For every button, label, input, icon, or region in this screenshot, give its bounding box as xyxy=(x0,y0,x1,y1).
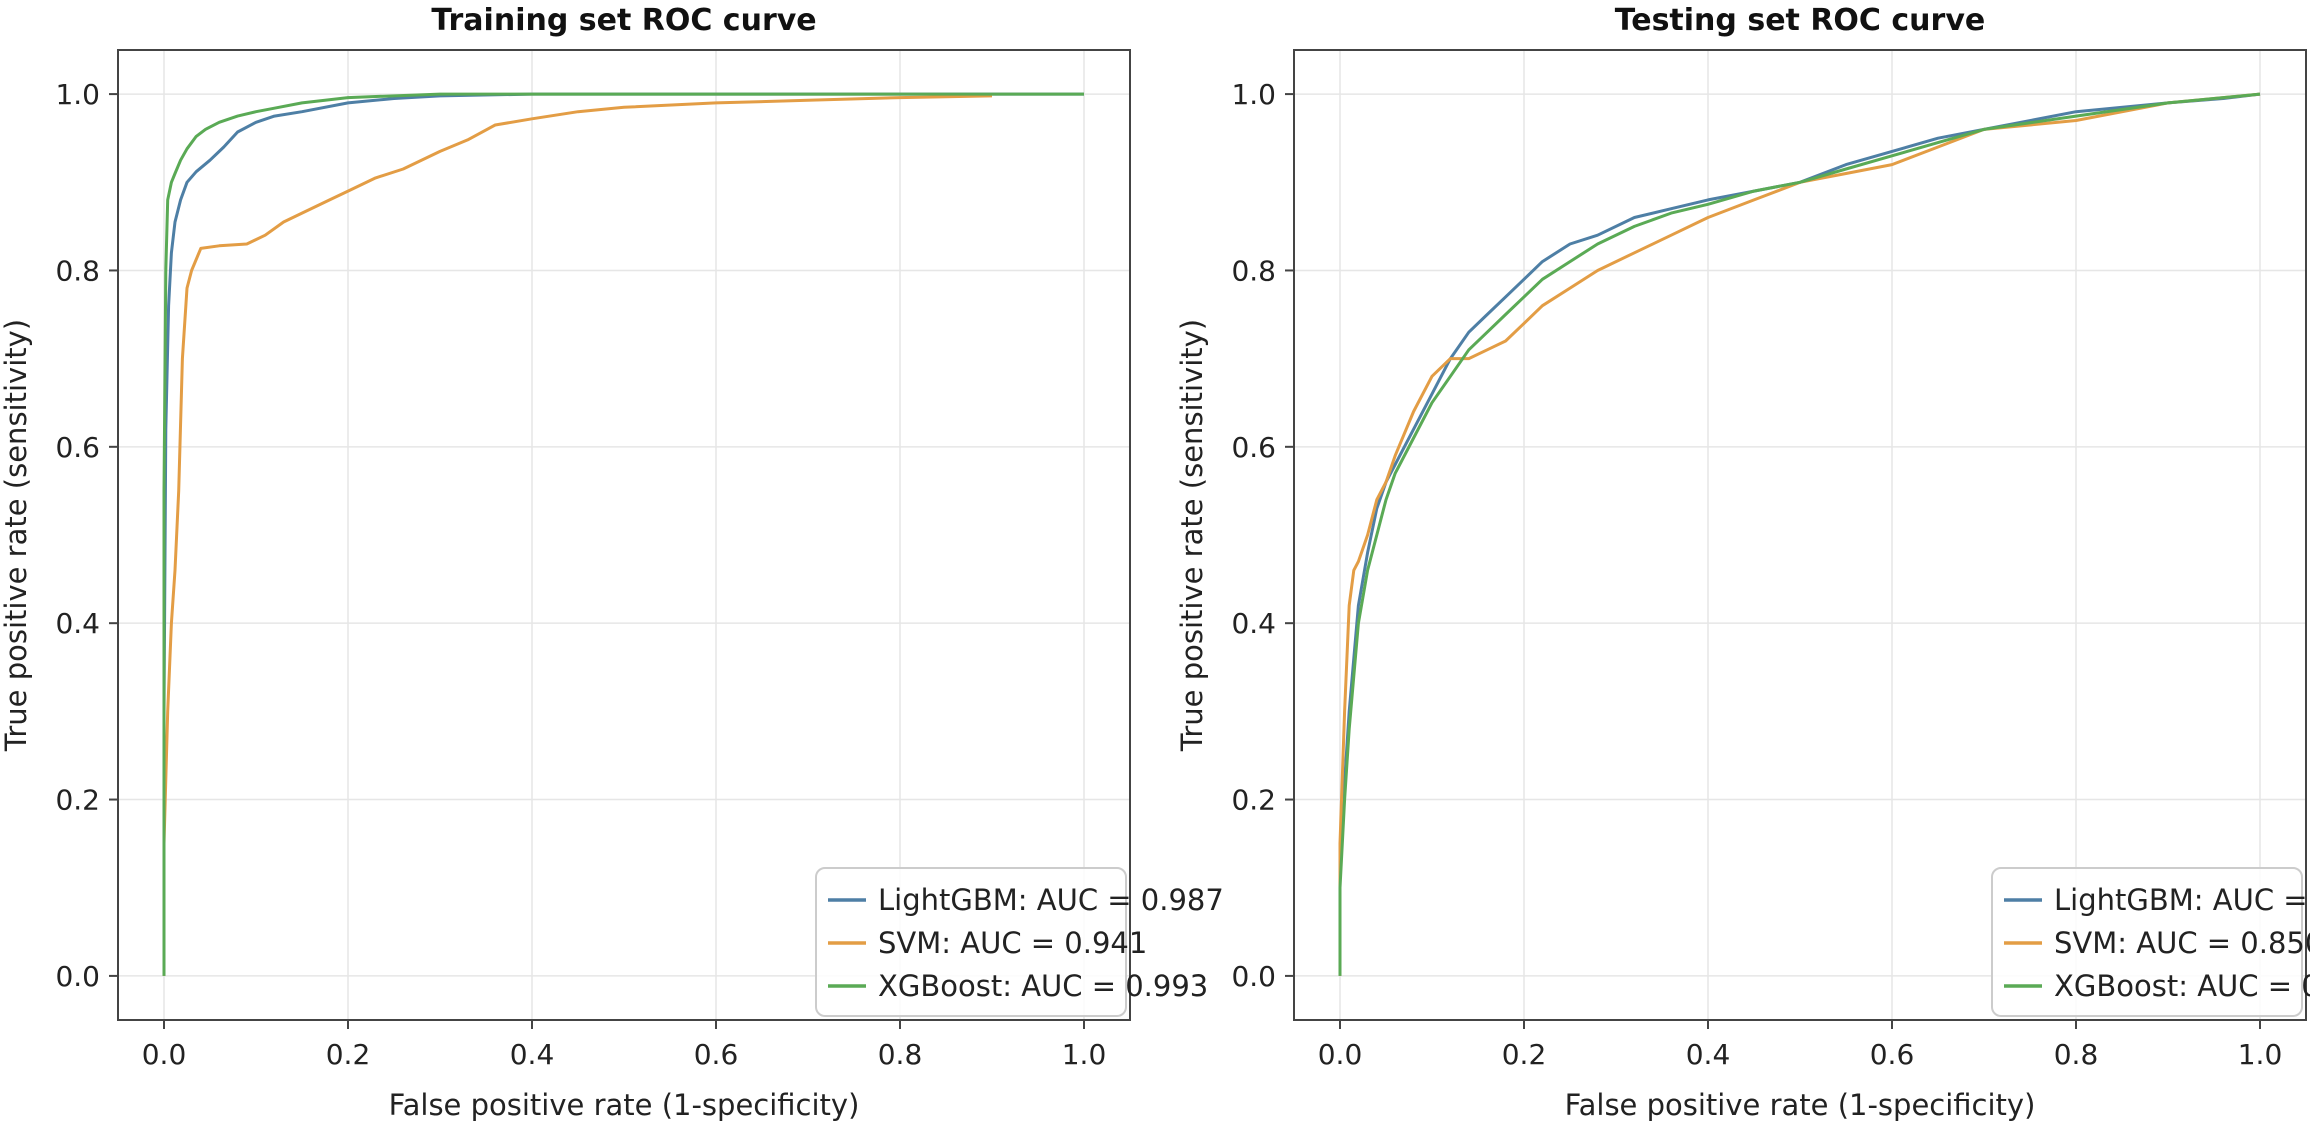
y-tick-label: 1.0 xyxy=(1231,78,1276,111)
legend: LightGBM: AUC = 0.867 SVM: AUC = 0.850 XGB… xyxy=(1991,867,2310,1017)
x-tick-label: 1.0 xyxy=(2238,1038,2283,1071)
roc-curve-svm xyxy=(1338,92,2261,976)
chart-panel-2: 0.0 0.2 0.4 0.6 0.8 1.0 0.0 0.2 0.4 0.6 0.8 1.0 Test… xyxy=(1175,3,2310,1122)
chart-panel-1: 0.0 0.2 0.4 0.6 0.8 1.0 0.0 0.2 0.4 0.6 0.8 1.0 Trai… xyxy=(0,3,1224,1122)
legend-label: SVM: AUC = 0.941 xyxy=(878,926,1147,960)
roc-curve-svm xyxy=(162,94,993,976)
roc-curve-lightgbm xyxy=(162,92,1084,976)
legend-label: SVM: AUC = 0.850 xyxy=(2054,926,2310,960)
x-tick-label: 0.8 xyxy=(2054,1038,2099,1071)
x-tick-label: 0.2 xyxy=(1502,1038,1547,1071)
roc-curve-xgboost xyxy=(1338,92,2261,976)
y-tick-label: 0.8 xyxy=(1231,254,1276,287)
y-tick-label: 1.0 xyxy=(55,78,100,111)
y-tick-label: 0.6 xyxy=(55,431,100,464)
x-tick-label: 0.0 xyxy=(1318,1038,1363,1071)
y-tick-label: 0.0 xyxy=(1231,960,1276,993)
legend: LightGBM: AUC = 0.987 SVM: AUC = 0.941 XGB… xyxy=(815,867,1224,1017)
x-tick-label: 0.4 xyxy=(510,1038,555,1071)
x-tick-label: 0.8 xyxy=(878,1038,923,1071)
x-tick-label: 1.0 xyxy=(1062,1038,1107,1071)
y-tick-label: 0.6 xyxy=(1231,431,1276,464)
plot-frame xyxy=(1293,49,2307,1021)
y-axis-label: True positive rate (sensitivity) xyxy=(1175,319,1209,752)
roc-curve-xgboost xyxy=(162,92,1084,976)
y-tick-label: 0.2 xyxy=(55,784,100,817)
y-tick-label: 0.0 xyxy=(55,960,100,993)
y-tick-label: 0.8 xyxy=(55,254,100,287)
x-axis-label: False positive rate (1-specificity) xyxy=(389,1088,860,1122)
legend-box xyxy=(815,867,1127,1017)
plot-frame xyxy=(117,49,1131,1021)
x-tick-label: 0.6 xyxy=(1870,1038,1915,1071)
x-tick-label: 0.4 xyxy=(1686,1038,1731,1071)
chart-title: Testing set ROC curve xyxy=(1615,3,1985,38)
y-tick-label: 0.4 xyxy=(55,607,100,640)
legend-label: LightGBM: AUC = 0.867 xyxy=(2054,883,2310,917)
roc-curve-lightgbm xyxy=(1338,92,2261,976)
y-tick-label: 0.4 xyxy=(1231,607,1276,640)
chart-title: Training set ROC curve xyxy=(431,3,816,38)
x-tick-label: 0.2 xyxy=(326,1038,371,1071)
legend-label: XGBoost: AUC = 0.993 xyxy=(878,969,1208,1003)
y-axis-label: True positive rate (sensitivity) xyxy=(0,319,33,752)
legend-label: XGBoost: AUC = 0.863 xyxy=(2054,969,2310,1003)
legend-label: LightGBM: AUC = 0.987 xyxy=(878,883,1224,917)
x-axis-label: False positive rate (1-specificity) xyxy=(1565,1088,2036,1122)
legend-box xyxy=(1991,867,2303,1017)
x-tick-label: 0.0 xyxy=(142,1038,187,1071)
y-tick-label: 0.2 xyxy=(1231,784,1276,817)
x-tick-label: 0.6 xyxy=(694,1038,739,1071)
